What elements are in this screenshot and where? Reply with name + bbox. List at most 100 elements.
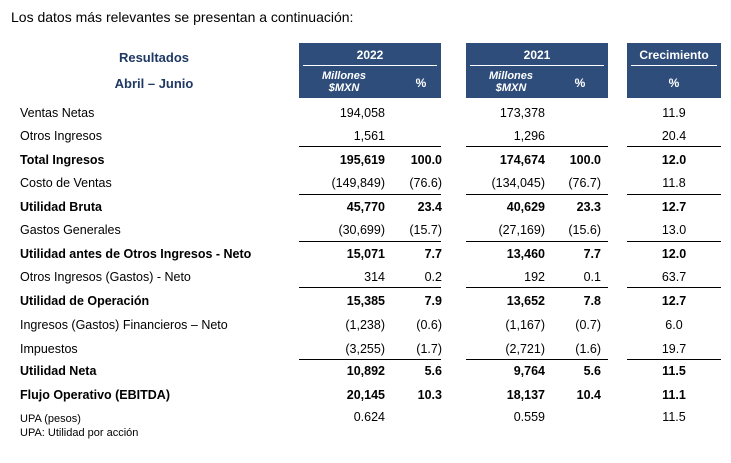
subtotal-rule	[466, 287, 608, 288]
value-2021: 173,378	[499, 106, 545, 120]
header-title-period: Abril – Junio	[114, 76, 194, 91]
row-label: Utilidad Neta	[20, 364, 97, 378]
pct-2022: 0.2	[424, 270, 442, 284]
value-2022: 15,071	[346, 247, 385, 261]
table-row: Utilidad Neta 10,892 5.6 9,764 5.6 11.5	[0, 362, 731, 382]
value-2021: 174,674	[499, 153, 545, 167]
footnote: UPA: Utilidad por acción	[20, 427, 139, 439]
header-growth: Crecimiento	[639, 48, 709, 62]
upa-label: UPA (pesos)	[20, 413, 81, 425]
subtotal-rule	[627, 241, 721, 242]
upa-row: 0.624 0.559 11.5	[0, 408, 731, 428]
header-pct-2021: %	[574, 76, 586, 90]
header-mxn-2021: $MXN	[495, 82, 527, 94]
table-row: Otros Ingresos 1,561 1,296 20.4	[0, 127, 731, 147]
value-growth: 13.0	[661, 223, 687, 237]
header-title-resultados: Resultados	[118, 50, 190, 65]
value-growth: 12.7	[661, 200, 687, 214]
subtotal-rule	[627, 146, 721, 147]
subtotal-rule	[627, 287, 721, 288]
pct-2021: (15.6)	[568, 223, 601, 237]
header-pct-growth: %	[668, 76, 680, 90]
pct-2021: (0.7)	[575, 318, 601, 332]
table-row: Total Ingresos 195,619 100.0 174,674 100…	[0, 151, 731, 171]
value-2021: 18,137	[506, 388, 545, 402]
table-row: Utilidad antes de Otros Ingresos - Neto …	[0, 245, 731, 265]
value-2022: (149,849)	[331, 176, 385, 190]
row-label: Flujo Operativo (EBITDA)	[20, 388, 170, 402]
value-2022: (30,699)	[338, 223, 385, 237]
subtotal-rule	[627, 359, 721, 360]
value-growth: 19.7	[661, 342, 687, 356]
value-2022: 194,058	[339, 106, 385, 120]
header-millones-2022: Millones	[321, 70, 366, 82]
upa-value-2021: 0.559	[513, 410, 545, 424]
value-growth: 12.7	[661, 294, 687, 308]
pct-2022: 5.6	[424, 364, 442, 378]
pct-2022: (0.6)	[416, 318, 442, 332]
header-mxn-2022: $MXN	[328, 82, 360, 94]
value-growth: 12.0	[661, 247, 687, 261]
header-divider	[470, 65, 604, 66]
value-2021: 13,460	[506, 247, 545, 261]
subtotal-rule	[299, 287, 441, 288]
value-2021: 9,764	[513, 364, 545, 378]
pct-2021: 100.0	[569, 153, 601, 167]
value-growth: 11.9	[662, 106, 686, 120]
value-growth: 11.5	[662, 364, 686, 378]
value-2022: 195,619	[339, 153, 385, 167]
value-2022: 10,892	[346, 364, 385, 378]
table-row: Utilidad Bruta 45,770 23.4 40,629 23.3 1…	[0, 198, 731, 218]
value-2021: 1,296	[513, 129, 545, 143]
value-2021: 13,652	[506, 294, 545, 308]
header-millones-2021: Millones	[488, 70, 533, 82]
pct-2022: 10.3	[417, 388, 442, 402]
subtotal-rule	[299, 359, 441, 360]
value-2021: (1,167)	[505, 318, 545, 332]
value-growth: 11.8	[662, 176, 686, 190]
pct-2022: 23.4	[417, 200, 442, 214]
pct-2022: (76.6)	[409, 176, 442, 190]
row-label: Gastos Generales	[20, 223, 121, 237]
value-growth: 11.1	[662, 388, 686, 402]
pct-2022: 7.9	[424, 294, 442, 308]
row-label: Costo de Ventas	[20, 176, 112, 190]
table-row: Ingresos (Gastos) Financieros – Neto (1,…	[0, 316, 731, 336]
row-label: Utilidad de Operación	[20, 294, 150, 308]
header-pct-2022: %	[415, 76, 427, 90]
value-growth: 6.0	[665, 318, 683, 332]
subtotal-rule	[466, 194, 608, 195]
pct-2021: 7.7	[583, 247, 601, 261]
table-row: Flujo Operativo (EBITDA) 20,145 10.3 18,…	[0, 386, 731, 406]
header-divider	[631, 65, 717, 66]
row-label: Ventas Netas	[20, 106, 95, 120]
value-2022: 45,770	[346, 200, 385, 214]
table-row: Costo de Ventas (149,849) (76.6) (134,04…	[0, 174, 731, 194]
subtotal-rule	[299, 194, 441, 195]
header-year-2022: 2022	[356, 48, 384, 62]
table-row: Ventas Netas 194,058 173,378 11.9	[0, 104, 731, 124]
value-growth: 20.4	[661, 129, 687, 143]
value-growth: 12.0	[661, 153, 687, 167]
row-label: Impuestos	[20, 342, 78, 356]
subtotal-rule	[466, 359, 608, 360]
value-2022: (1,238)	[345, 318, 385, 332]
pct-2022: 100.0	[410, 153, 442, 167]
pct-2021: (76.7)	[568, 176, 601, 190]
value-2021: 40,629	[506, 200, 545, 214]
row-label: Utilidad antes de Otros Ingresos - Neto	[20, 247, 252, 261]
pct-2021: (1.6)	[575, 342, 601, 356]
pct-2021: 7.8	[583, 294, 601, 308]
row-label: Otros Ingresos (Gastos) - Neto	[20, 270, 191, 284]
row-label: Ingresos (Gastos) Financieros – Neto	[20, 318, 228, 332]
pct-2021: 0.1	[583, 270, 601, 284]
header-block-growth: Crecimiento %	[627, 43, 721, 98]
value-2021: (27,169)	[498, 223, 545, 237]
value-2022: (3,255)	[345, 342, 385, 356]
table-row: Utilidad de Operación 15,385 7.9 13,652 …	[0, 292, 731, 312]
table-row: Otros Ingresos (Gastos) - Neto 314 0.2 1…	[0, 268, 731, 288]
value-2021: 192	[524, 270, 545, 284]
value-2021: (134,045)	[491, 176, 545, 190]
value-2022: 314	[364, 270, 385, 284]
value-2022: 1,561	[353, 129, 385, 143]
